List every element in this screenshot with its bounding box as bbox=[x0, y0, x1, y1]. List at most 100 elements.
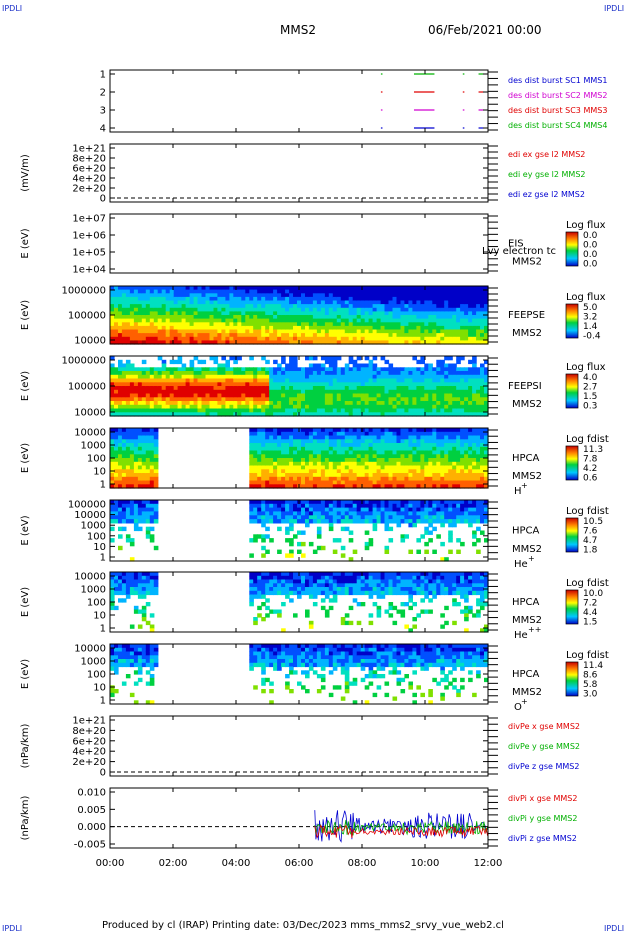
spectrogram-cell bbox=[308, 329, 314, 334]
spectrogram-cell bbox=[360, 286, 366, 291]
spectrogram-cell bbox=[428, 511, 433, 516]
spectrogram-cell bbox=[372, 583, 378, 588]
spectrogram-cell bbox=[209, 371, 215, 376]
spectrogram-cell bbox=[177, 412, 183, 417]
spectrogram-cell bbox=[285, 322, 290, 327]
spectrogram-cell bbox=[472, 401, 477, 406]
spectrogram-cell bbox=[114, 293, 119, 298]
spectrogram-cell bbox=[348, 507, 354, 512]
spectrogram-cell bbox=[352, 461, 358, 467]
spectrogram-cell bbox=[388, 397, 394, 402]
spectrogram-cell bbox=[133, 412, 139, 417]
spectrogram-cell bbox=[404, 401, 409, 406]
spectrogram-cell bbox=[289, 435, 294, 440]
spectrogram-cell bbox=[364, 575, 370, 581]
spectrogram-cell bbox=[460, 519, 465, 524]
spectrogram-cell bbox=[316, 382, 322, 387]
spectrogram-cell bbox=[261, 458, 266, 463]
spectrogram-cell bbox=[257, 575, 262, 581]
spectrogram-cell bbox=[320, 446, 326, 452]
spectrogram-cell bbox=[165, 374, 171, 380]
spectrogram-cell bbox=[293, 583, 298, 588]
spectrogram-cell bbox=[165, 389, 171, 395]
spectrogram-cell bbox=[265, 304, 270, 309]
spectrogram-cell bbox=[249, 325, 254, 331]
spectrogram-cell bbox=[213, 318, 219, 323]
spectrogram-cell bbox=[420, 446, 425, 452]
spectrogram-cell bbox=[121, 382, 127, 387]
spectrogram-cell bbox=[177, 401, 183, 406]
spectrogram-cell bbox=[392, 579, 398, 584]
spectrogram-cell bbox=[177, 374, 183, 380]
spectrogram-cell bbox=[420, 534, 425, 539]
spectrogram-cell bbox=[121, 590, 127, 596]
spectrogram-cell bbox=[324, 340, 330, 345]
spectrogram-cell bbox=[114, 443, 119, 448]
spectrogram-cell bbox=[110, 336, 115, 341]
spectrogram-cell bbox=[301, 503, 306, 509]
spectrogram-cell bbox=[344, 439, 350, 444]
spectrogram-cell bbox=[344, 296, 350, 302]
spectrogram-cell bbox=[448, 386, 453, 391]
spectrogram-cell bbox=[376, 476, 382, 482]
spectrogram-cell bbox=[316, 439, 322, 444]
spectrogram-cell bbox=[372, 461, 378, 467]
spectrogram-cell bbox=[460, 465, 465, 470]
spectrogram-cell bbox=[480, 386, 485, 391]
spectrogram-cell bbox=[364, 382, 370, 387]
spectrogram-cell bbox=[440, 431, 445, 437]
spectrogram-cell bbox=[380, 507, 386, 512]
spectrogram-cell bbox=[293, 454, 298, 459]
spectrogram-cell bbox=[289, 590, 294, 596]
spectrogram-cell bbox=[297, 507, 302, 512]
spectrogram-cell bbox=[129, 538, 135, 543]
spectrogram-cell bbox=[468, 378, 473, 383]
spectrogram-cell bbox=[400, 286, 406, 291]
spectrogram-cell bbox=[177, 307, 183, 312]
spectrogram-cell bbox=[392, 443, 398, 448]
spectrogram-cell bbox=[221, 412, 226, 417]
spectrogram-cell bbox=[145, 461, 151, 467]
spectrogram-cell bbox=[408, 404, 413, 410]
spectrogram-cell bbox=[193, 401, 199, 406]
spectrogram-cell bbox=[348, 587, 354, 592]
spectrogram-cell bbox=[213, 311, 219, 316]
spectrogram-cell bbox=[141, 590, 147, 596]
spectrogram-cell bbox=[320, 315, 326, 320]
spectrogram-cell bbox=[241, 322, 246, 327]
spectrogram-cell bbox=[217, 386, 222, 391]
spectrogram-cell bbox=[149, 296, 155, 302]
spectrogram-cell bbox=[404, 286, 409, 291]
spectrogram-cell bbox=[452, 465, 457, 470]
spectrogram-cell bbox=[436, 333, 441, 338]
spectrogram-cell bbox=[364, 401, 370, 406]
spectrogram-cell bbox=[221, 318, 226, 323]
spectrogram-cell bbox=[173, 408, 179, 413]
spectrogram-cell bbox=[229, 367, 234, 372]
spectrogram-cell bbox=[249, 454, 254, 459]
spectrogram-cell bbox=[301, 296, 306, 302]
spectrogram-cell bbox=[356, 286, 362, 291]
spectrogram-cell bbox=[376, 329, 382, 334]
spectrogram-cell bbox=[253, 511, 258, 516]
spectrogram-cell bbox=[412, 307, 417, 312]
spectrogram-cell bbox=[440, 465, 445, 470]
spectrogram-cell bbox=[440, 450, 445, 455]
spectrogram-cell bbox=[289, 340, 294, 345]
spectrogram-cell bbox=[277, 590, 282, 596]
spectrogram-cell bbox=[404, 389, 409, 395]
spectrogram-cell bbox=[344, 336, 350, 341]
spectrogram-cell bbox=[340, 511, 346, 516]
spectrogram-cell bbox=[285, 374, 290, 380]
spectrogram-cell bbox=[368, 507, 374, 512]
spectrogram-cell bbox=[129, 371, 135, 376]
spectrogram-cell bbox=[257, 503, 262, 509]
spectrogram-cell bbox=[261, 469, 266, 474]
spectrogram-cell bbox=[356, 458, 362, 463]
spectrogram-cell bbox=[376, 322, 382, 327]
spectrogram-cell bbox=[305, 500, 310, 505]
spectrogram-cell bbox=[253, 439, 258, 444]
spectrogram-cell bbox=[129, 374, 135, 380]
spectrogram-cell bbox=[456, 480, 461, 485]
spectrogram-cell bbox=[340, 401, 346, 406]
